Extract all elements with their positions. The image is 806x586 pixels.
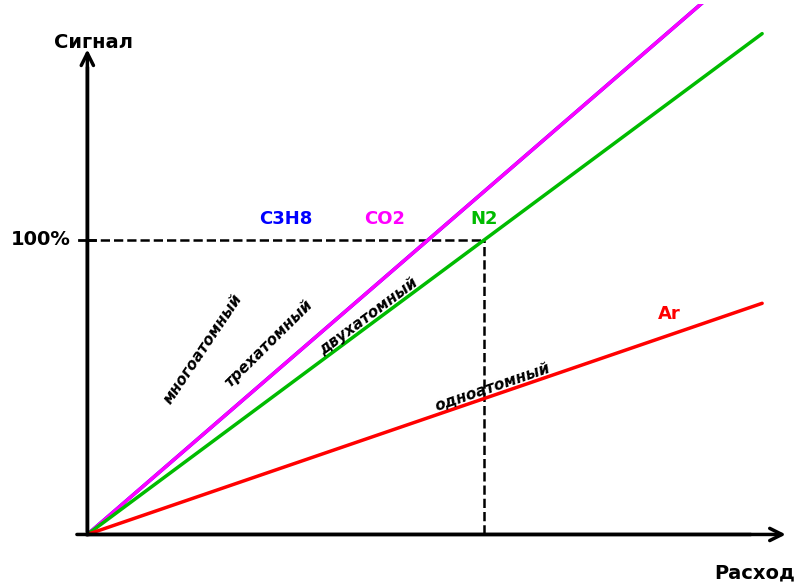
Text: 100%: 100% (11, 230, 71, 250)
Text: многоатомный: многоатомный (161, 291, 245, 407)
Text: двухатомный: двухатомный (317, 275, 421, 357)
Text: C3H8: C3H8 (260, 210, 313, 228)
Text: трехатомный: трехатомный (222, 298, 316, 390)
Text: Расход: Расход (714, 564, 796, 583)
Text: CO2: CO2 (364, 210, 405, 228)
Text: одноатомный: одноатомный (433, 361, 552, 414)
Text: Ar: Ar (659, 305, 681, 323)
Text: N2: N2 (471, 210, 498, 228)
Text: Сигнал: Сигнал (54, 33, 133, 52)
